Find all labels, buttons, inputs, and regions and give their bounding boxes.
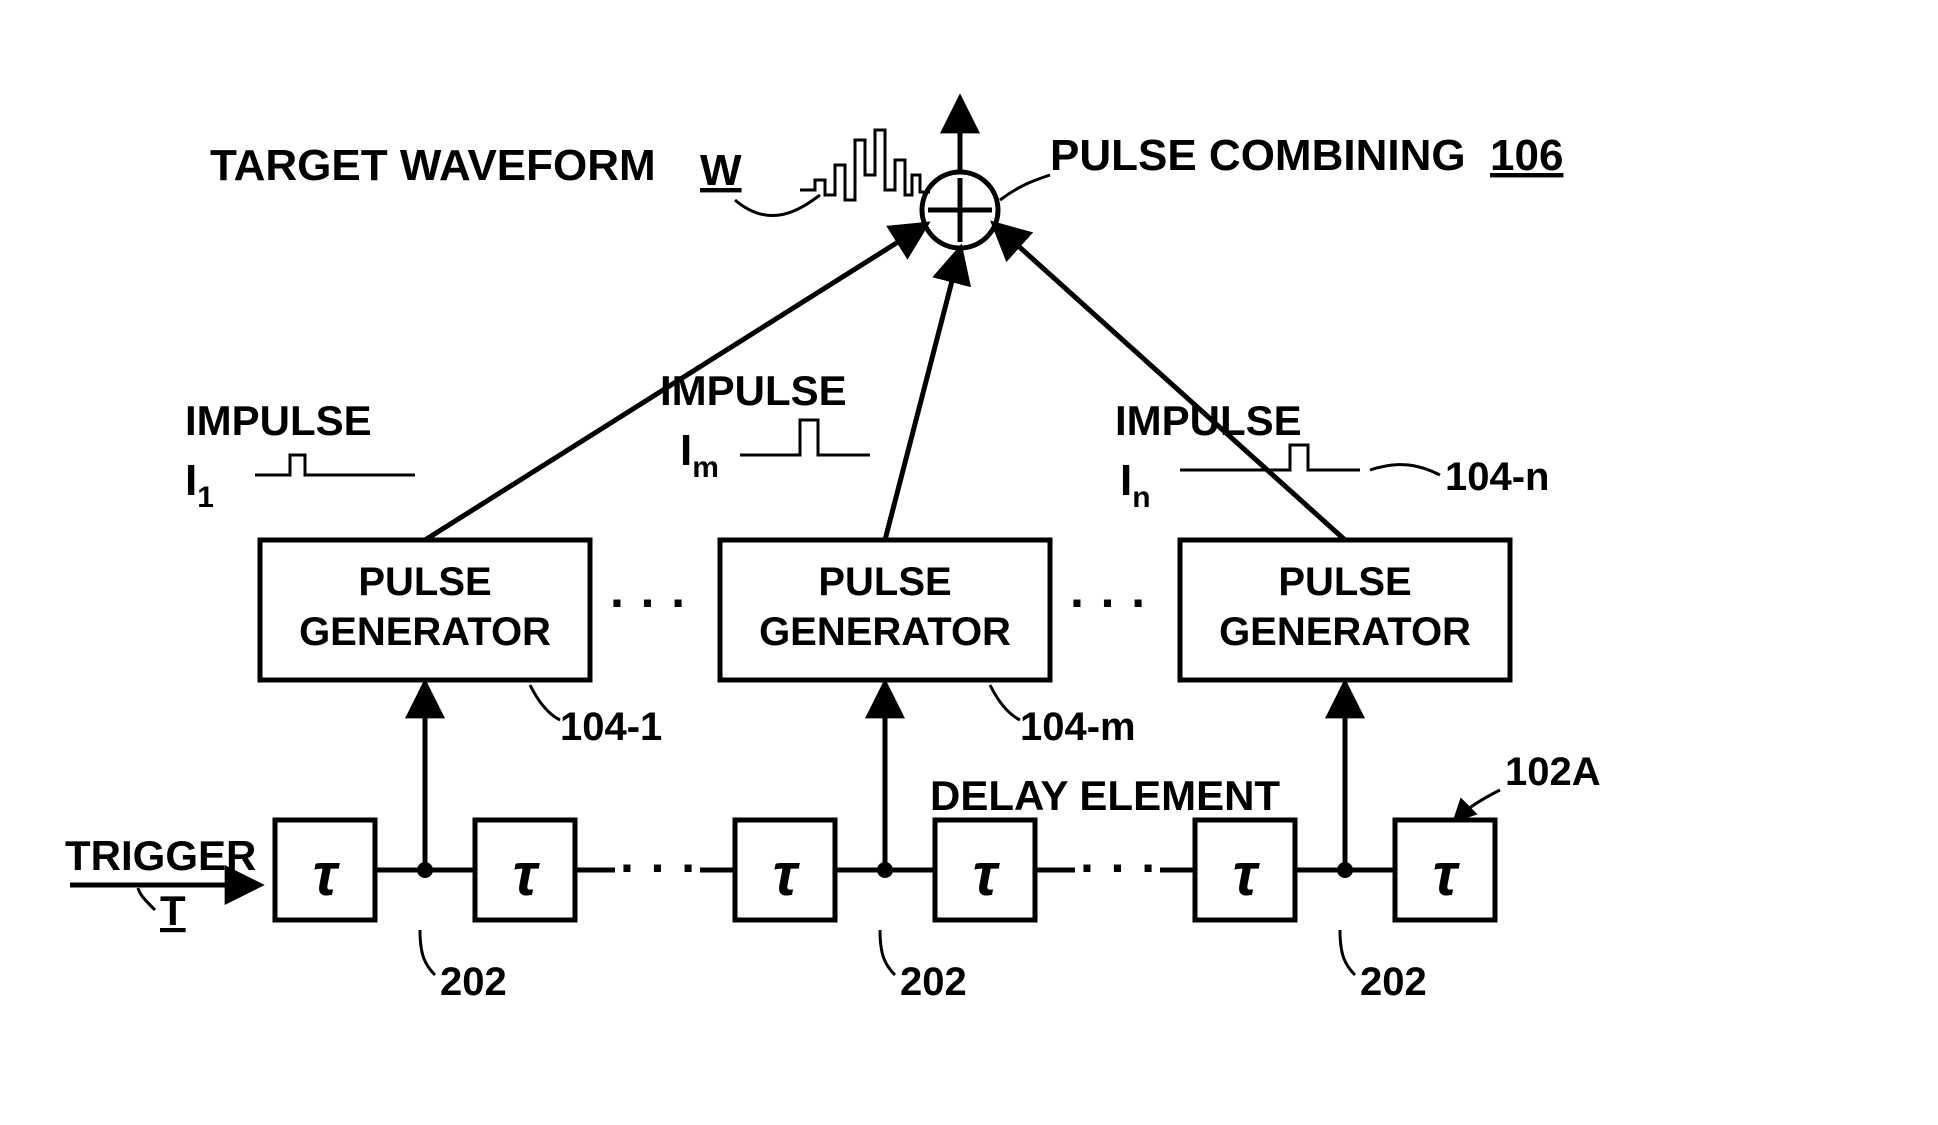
impulse-1-ref: I1 — [185, 456, 214, 514]
impulse-m-icon — [740, 420, 870, 455]
delay-ref: 102A — [1505, 750, 1601, 794]
tau-ref-1: 202 — [440, 960, 507, 1004]
dots-tau-1: · · · — [620, 840, 698, 896]
pg-n-ref-leader — [1370, 465, 1440, 475]
trigger-label: TRIGGER — [65, 832, 256, 879]
svg-text:PULSE: PULSE — [818, 560, 951, 604]
pulse-combining-node — [922, 172, 998, 248]
impulse-m-ref: Im — [680, 426, 719, 484]
trigger-ref: T — [160, 887, 186, 934]
svg-text:GENERATOR: GENERATOR — [1219, 610, 1471, 654]
pulse-generator-m: PULSE GENERATOR — [720, 540, 1050, 680]
target-waveform-leader — [735, 195, 820, 216]
pgm-to-summer — [885, 250, 960, 540]
dots-pg-2: · · · — [1070, 575, 1148, 631]
pg-m-ref: 104-m — [1020, 705, 1136, 749]
tau-6: τ — [1433, 841, 1461, 908]
target-waveform-icon — [800, 130, 930, 200]
impulse-n-icon — [1180, 445, 1360, 470]
pulse-combining-label: PULSE COMBINING 106 — [1050, 131, 1563, 180]
tau-ref-2-leader — [880, 930, 895, 975]
impulse-n-ref: In — [1120, 456, 1151, 514]
pulse-generator-n: PULSE GENERATOR — [1180, 540, 1510, 680]
svg-text:GENERATOR: GENERATOR — [759, 610, 1011, 654]
tau-5: τ — [1233, 841, 1261, 908]
diagram-root: TARGET WAVEFORM W PULSE COMBINING 106 IM… — [0, 0, 1938, 1125]
delay-element-label: DELAY ELEMENT — [930, 772, 1280, 819]
impulse-1-label: IMPULSE — [185, 397, 372, 444]
impulse-n-label: IMPULSE — [1115, 397, 1302, 444]
trigger-ref-leader — [138, 888, 155, 910]
dots-tau-2: · · · — [1080, 840, 1158, 896]
tau-ref-2: 202 — [900, 960, 967, 1004]
tau-ref-1-leader — [420, 930, 435, 975]
pulse-combining-leader — [1000, 175, 1050, 200]
tau-ref-3: 202 — [1360, 960, 1427, 1004]
pg-m-ref-leader — [990, 685, 1020, 720]
pgn-to-summer — [995, 225, 1345, 540]
tau-3: τ — [773, 841, 801, 908]
tau-1: τ — [313, 841, 341, 908]
pulse-generator-1: PULSE GENERATOR — [260, 540, 590, 680]
target-waveform-label: TARGET WAVEFORM — [210, 141, 656, 190]
delay-ref-leader — [1455, 790, 1500, 820]
impulse-1-icon — [255, 455, 415, 475]
tau-ref-3-leader — [1340, 930, 1355, 975]
tau-4: τ — [973, 841, 1001, 908]
pg-1-ref-leader — [530, 685, 560, 720]
svg-text:GENERATOR: GENERATOR — [299, 610, 551, 654]
target-waveform-ref: W — [700, 146, 742, 195]
svg-text:PULSE: PULSE — [358, 560, 491, 604]
tau-2: τ — [513, 841, 541, 908]
pg-n-ref: 104-n — [1445, 455, 1550, 499]
pg-1-ref: 104-1 — [560, 705, 662, 749]
dots-pg-1: · · · — [610, 575, 688, 631]
impulse-m-label: IMPULSE — [660, 367, 847, 414]
svg-text:PULSE: PULSE — [1278, 560, 1411, 604]
